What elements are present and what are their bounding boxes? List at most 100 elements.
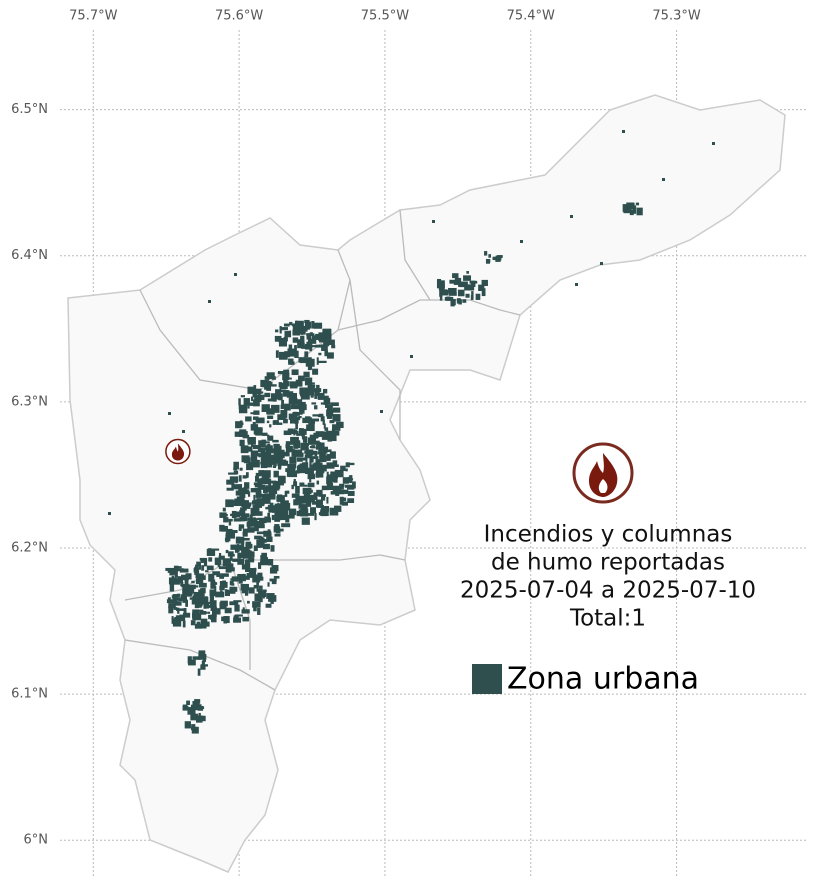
urban-patch — [307, 437, 316, 445]
urban-patch — [241, 564, 246, 570]
urban-patch — [235, 536, 240, 544]
urban-patch — [326, 471, 329, 477]
urban-patch — [271, 457, 279, 464]
urban-patch — [234, 273, 237, 276]
urban-patch — [330, 402, 339, 407]
urban-patch — [309, 459, 312, 466]
urban-patch — [280, 500, 289, 505]
urban-patch — [297, 342, 305, 349]
urban-patch — [200, 596, 209, 604]
urban-patch — [459, 281, 468, 288]
urban-patch — [175, 578, 183, 583]
urban-patch — [330, 464, 339, 468]
urban-patch — [334, 469, 344, 478]
urban-patch — [307, 482, 315, 488]
urban-patch — [196, 561, 201, 567]
urban-patch — [326, 352, 334, 359]
urban-patch — [255, 490, 262, 498]
urban-patch — [275, 389, 282, 397]
urban-patch — [448, 287, 457, 294]
urban-patch — [294, 449, 303, 456]
urban-patch — [296, 430, 299, 436]
urban-patch — [242, 475, 247, 479]
urban-patch — [175, 608, 185, 611]
urban-patch — [286, 514, 295, 519]
urban-patch — [305, 387, 315, 396]
urban-patch — [283, 430, 292, 436]
urban-patch — [177, 576, 182, 580]
urban-patch — [306, 513, 315, 516]
urban-patch — [243, 537, 250, 541]
urban-patch — [247, 600, 250, 604]
urban-patch — [290, 436, 299, 445]
urban-patch — [247, 446, 253, 452]
urban-patch — [268, 532, 272, 537]
urban-patch — [193, 568, 199, 573]
urban-patch — [189, 707, 199, 710]
urban-patch — [465, 293, 470, 298]
urban-patch — [268, 595, 277, 602]
urban-patch — [295, 423, 298, 430]
urban-patch — [439, 288, 443, 297]
urban-patch — [324, 350, 328, 357]
urban-patch — [454, 277, 462, 284]
urban-patch — [243, 553, 252, 559]
legend-swatch — [472, 664, 502, 694]
urban-patch — [290, 467, 296, 476]
urban-patch — [172, 594, 178, 602]
urban-patch — [241, 455, 250, 463]
urban-patch — [269, 502, 273, 506]
urban-patch — [622, 204, 628, 212]
urban-patch — [495, 255, 502, 261]
urban-patch — [233, 518, 242, 522]
urban-patch — [266, 559, 272, 565]
urban-patch — [271, 404, 280, 413]
urban-patch — [329, 451, 336, 459]
urban-patch — [302, 487, 312, 495]
urban-patch — [570, 215, 573, 218]
urban-patch — [280, 512, 286, 520]
urban-patch — [283, 378, 288, 386]
urban-patch — [314, 405, 318, 410]
urban-patch — [254, 535, 262, 540]
urban-patch — [287, 463, 297, 469]
urban-patch — [192, 656, 201, 660]
urban-patch — [298, 504, 304, 509]
urban-patch — [237, 552, 241, 559]
urban-patch — [221, 616, 226, 622]
urban-patch — [258, 440, 266, 448]
urban-patch — [326, 404, 333, 411]
urban-patch — [240, 445, 249, 454]
urban-patch — [291, 449, 296, 456]
urban-patch — [288, 446, 293, 451]
urban-patch — [175, 615, 183, 622]
urban-patch — [193, 585, 199, 588]
urban-patch — [282, 390, 290, 397]
urban-patch — [253, 410, 260, 415]
urban-patch — [318, 335, 327, 342]
urban-patch — [264, 392, 271, 398]
urban-patch — [272, 420, 275, 425]
urban-patch — [186, 584, 196, 590]
urban-patch — [347, 478, 354, 481]
urban-patch — [256, 581, 259, 587]
urban-patch — [311, 445, 316, 449]
urban-patch — [263, 530, 272, 537]
legend-label: Zona urbana — [507, 662, 699, 697]
urban-patch — [239, 517, 246, 522]
urban-patch — [481, 279, 488, 286]
urban-patch — [273, 420, 279, 425]
urban-patch — [464, 284, 474, 291]
urban-patch — [267, 398, 277, 402]
urban-patch — [261, 552, 268, 558]
urban-patch — [277, 445, 282, 454]
urban-patch — [283, 451, 290, 457]
urban-patch — [322, 420, 325, 425]
urban-patch — [257, 484, 266, 490]
urban-patch — [327, 433, 337, 442]
urban-patch — [252, 574, 261, 583]
urban-patch — [179, 568, 189, 573]
urban-patch — [322, 464, 327, 472]
urban-patch — [320, 395, 329, 400]
urban-patch — [184, 577, 189, 585]
